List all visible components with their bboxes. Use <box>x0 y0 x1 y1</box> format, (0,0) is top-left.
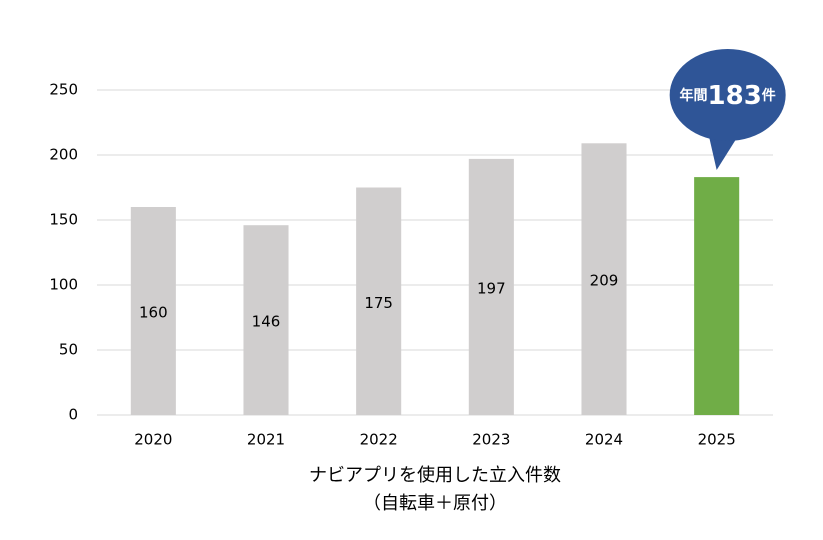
callout-suffix: 件 <box>762 87 776 104</box>
x-tick-label: 2025 <box>698 431 736 449</box>
y-tick-label: 150 <box>49 211 78 229</box>
x-tick-label: 2022 <box>360 431 398 449</box>
x-tick-label: 2023 <box>472 431 510 449</box>
bar <box>356 187 402 415</box>
bar <box>694 177 740 415</box>
x-tick-label: 2021 <box>247 431 285 449</box>
callout-bubble <box>708 135 739 170</box>
bar <box>468 158 514 415</box>
data-label: 197 <box>477 279 506 297</box>
bar <box>243 225 289 415</box>
y-tick-label: 0 <box>68 406 78 424</box>
callout-prefix: 年間 <box>680 87 708 104</box>
x-axis-label: ナビアプリを使用した立入件数 <box>309 465 561 486</box>
x-axis-label: （自転車＋原付） <box>363 493 507 514</box>
data-label: 160 <box>139 304 168 322</box>
y-tick-label: 50 <box>59 341 78 359</box>
y-tick-label: 100 <box>49 276 78 294</box>
y-tick-label: 200 <box>49 146 78 164</box>
x-tick-label: 2024 <box>585 431 623 449</box>
x-tick-label: 2020 <box>134 431 172 449</box>
callout-value: 183 <box>708 81 762 111</box>
callout-bubble <box>669 49 786 141</box>
callout-text: 年間183件 <box>680 81 776 111</box>
bar <box>130 207 176 415</box>
data-label: 146 <box>252 313 281 331</box>
bar <box>581 143 627 416</box>
y-tick-label: 250 <box>49 81 78 99</box>
data-label: 209 <box>590 272 619 290</box>
data-label: 175 <box>364 294 393 312</box>
